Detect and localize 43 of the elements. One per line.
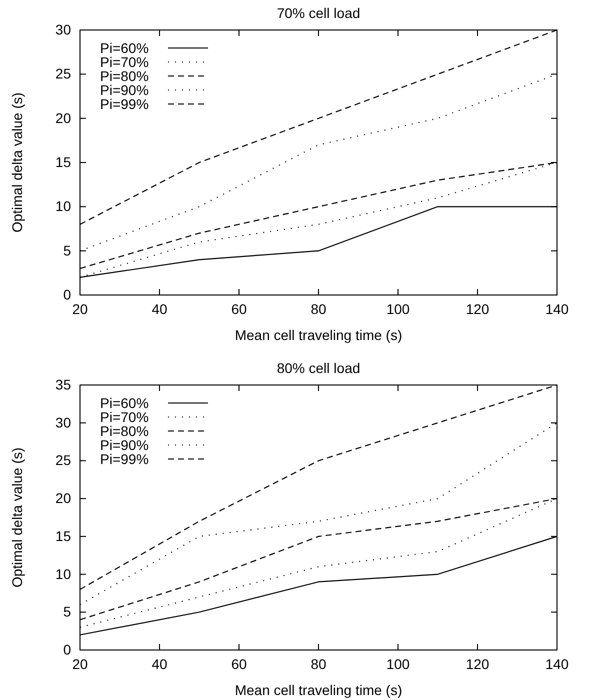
y-tick-label: 25 bbox=[55, 452, 72, 468]
x-tick-label: 100 bbox=[386, 300, 410, 317]
x-tick-label: 60 bbox=[231, 656, 247, 672]
x-tick-label: 120 bbox=[466, 656, 490, 672]
x-tick-label: 80 bbox=[310, 300, 326, 317]
legend-label: Pi=80% bbox=[100, 422, 149, 439]
x-tick-label: 140 bbox=[545, 300, 569, 317]
x-tick-label: 80 bbox=[310, 656, 326, 672]
legend-label: Pi=99% bbox=[100, 450, 149, 467]
y-tick-label: 20 bbox=[55, 490, 72, 506]
x-tick-label: 120 bbox=[466, 300, 490, 317]
y-tick-label: 0 bbox=[63, 641, 72, 658]
y-tick-label: 20 bbox=[55, 110, 72, 126]
y-tick-label: 15 bbox=[55, 528, 72, 544]
y-tick-label: 30 bbox=[55, 21, 72, 38]
x-tick-label: 100 bbox=[386, 656, 410, 672]
chart-title: 80% cell load bbox=[276, 360, 360, 376]
chart-title: 70% cell load bbox=[276, 5, 360, 21]
y-axis-title: Optimal delta value (s) bbox=[9, 447, 25, 588]
legend-label: Pi=99% bbox=[100, 96, 149, 112]
y-axis-title: Optimal delta value (s) bbox=[9, 92, 25, 233]
x-tick-label: 40 bbox=[152, 300, 168, 317]
legend-label: Pi=90% bbox=[100, 82, 149, 98]
legend-label: Pi=60% bbox=[100, 40, 149, 56]
legend-label: Pi=80% bbox=[100, 68, 149, 84]
legend-label: Pi=60% bbox=[100, 394, 149, 411]
y-tick-label: 10 bbox=[55, 566, 72, 582]
y-tick-label: 10 bbox=[55, 198, 72, 214]
x-axis-title: Mean cell traveling time (s) bbox=[234, 327, 402, 343]
x-axis-title: Mean cell traveling time (s) bbox=[234, 682, 402, 698]
y-tick-label: 5 bbox=[63, 604, 72, 620]
legend-label: Pi=90% bbox=[100, 436, 149, 453]
x-tick-label: 60 bbox=[231, 300, 247, 317]
y-tick-label: 30 bbox=[55, 414, 72, 430]
legend-label: Pi=70% bbox=[100, 408, 149, 425]
x-tick-label: 40 bbox=[152, 656, 168, 672]
y-tick-label: 25 bbox=[55, 66, 72, 82]
y-tick-label: 35 bbox=[55, 376, 72, 392]
y-tick-label: 0 bbox=[63, 286, 72, 302]
x-tick-label: 140 bbox=[545, 656, 569, 672]
y-tick-label: 15 bbox=[55, 154, 72, 170]
legend-label: Pi=70% bbox=[100, 54, 149, 70]
y-tick-label: 5 bbox=[63, 242, 72, 258]
